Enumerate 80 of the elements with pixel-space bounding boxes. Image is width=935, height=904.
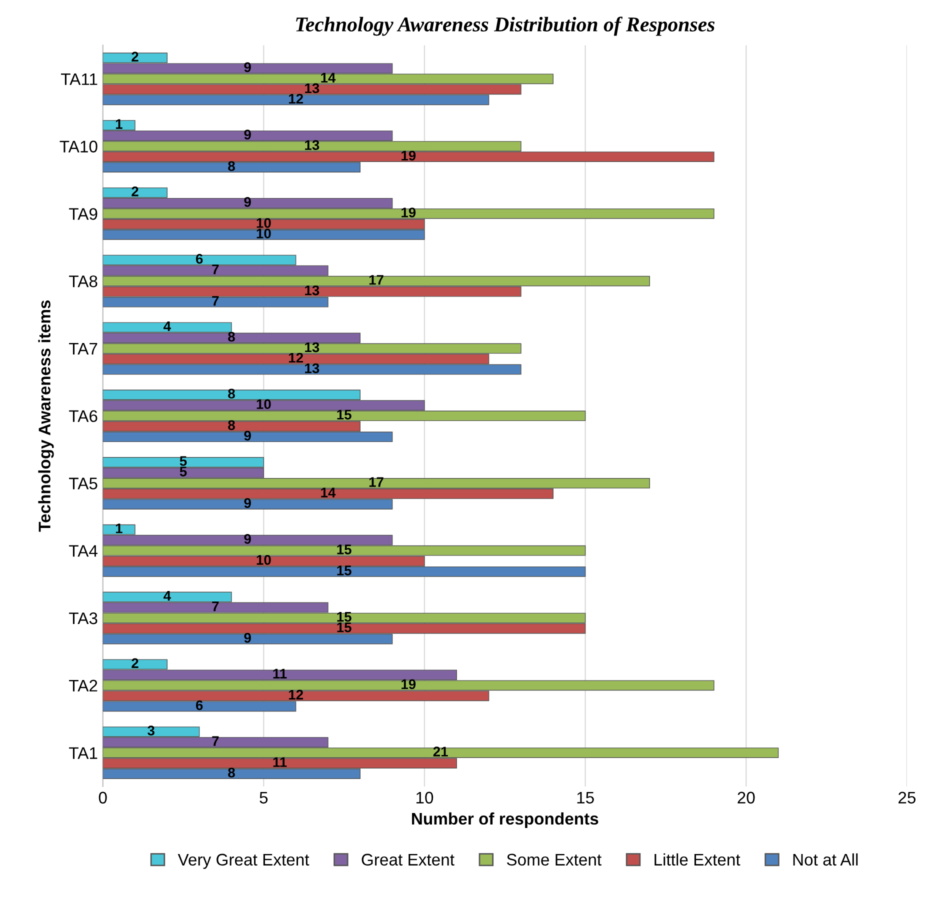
data-label: 12 bbox=[288, 352, 304, 363]
data-label: 21 bbox=[433, 746, 448, 756]
data-label: 11 bbox=[273, 757, 287, 767]
data-label: 7 bbox=[212, 264, 219, 274]
chart-title: Technology Awareness Distribution of Responses bbox=[296, 16, 715, 36]
y-tick-label: TA1 bbox=[69, 747, 98, 759]
data-label: 2 bbox=[132, 52, 138, 62]
legend-label: Some Extent bbox=[506, 854, 602, 866]
data-label: 10 bbox=[256, 228, 271, 238]
data-label: 17 bbox=[369, 477, 384, 487]
data-label: 9 bbox=[244, 197, 251, 207]
data-label: 17 bbox=[369, 275, 384, 285]
data-label: 7 bbox=[212, 602, 219, 612]
y-tick-label: TA7 bbox=[69, 343, 98, 354]
data-label: 8 bbox=[228, 161, 235, 172]
data-label: 19 bbox=[402, 150, 416, 161]
data-label: 9 bbox=[244, 534, 251, 544]
data-label: 2 bbox=[132, 658, 138, 668]
data-label: 10 bbox=[256, 555, 271, 565]
data-label: 7 bbox=[212, 736, 219, 746]
legend-label: Very Great Extent bbox=[178, 854, 310, 869]
y-tick-label: TA4 bbox=[69, 545, 98, 557]
data-label: 13 bbox=[305, 342, 320, 352]
data-label: 19 bbox=[402, 679, 416, 690]
y-tick-label: TA10 bbox=[60, 140, 98, 152]
data-label: 8 bbox=[228, 420, 235, 430]
data-label: 9 bbox=[244, 632, 251, 643]
y-tick-label: TA3 bbox=[69, 612, 98, 624]
data-label: 14 bbox=[321, 488, 336, 498]
data-label: 13 bbox=[305, 363, 320, 374]
data-label: 12 bbox=[288, 94, 304, 104]
data-label: 13 bbox=[305, 83, 320, 94]
data-label: 9 bbox=[244, 62, 251, 72]
legend-label: Great Extent bbox=[362, 854, 454, 866]
data-label: 10 bbox=[256, 399, 271, 410]
data-label: 7 bbox=[212, 296, 219, 306]
data-label: 5 bbox=[180, 466, 187, 476]
data-label: 15 bbox=[337, 612, 352, 622]
data-label: 2 bbox=[132, 186, 138, 196]
data-label: 5 bbox=[180, 456, 187, 466]
data-label: 1 bbox=[116, 119, 122, 129]
x-tick-label: 0 bbox=[98, 792, 107, 804]
data-label: 4 bbox=[164, 591, 171, 601]
y-tick-label: TA6 bbox=[69, 410, 98, 422]
data-label: 9 bbox=[244, 430, 251, 441]
data-label: 15 bbox=[337, 410, 352, 420]
y-tick-label: TA5 bbox=[69, 478, 98, 490]
x-tick-label: 15 bbox=[577, 792, 594, 804]
y-tick-label: TA9 bbox=[69, 208, 98, 220]
y-tick-label: TA8 bbox=[69, 275, 98, 288]
data-label: 14 bbox=[321, 72, 336, 82]
x-tick-label: 10 bbox=[416, 792, 434, 804]
data-label: 12 bbox=[288, 690, 304, 700]
data-label: 6 bbox=[196, 254, 203, 264]
data-label: 15 bbox=[337, 544, 352, 554]
data-label: 15 bbox=[337, 622, 352, 632]
data-label: 19 bbox=[402, 208, 416, 218]
x-axis-title: Number of respondents bbox=[412, 812, 598, 828]
legend-label: Little Extent bbox=[654, 853, 740, 866]
x-tick-label: 25 bbox=[898, 792, 916, 804]
x-tick-label: 5 bbox=[260, 792, 268, 804]
data-label: 11 bbox=[273, 668, 287, 678]
data-label: 8 bbox=[228, 332, 235, 342]
data-label: 4 bbox=[164, 321, 171, 332]
data-label: 1 bbox=[116, 524, 122, 534]
data-label: 9 bbox=[244, 498, 251, 508]
data-label: 13 bbox=[305, 140, 320, 150]
data-label: 6 bbox=[196, 700, 203, 710]
y-tick-label: TA2 bbox=[69, 680, 98, 692]
x-tick-label: 20 bbox=[738, 792, 755, 804]
data-label: 10 bbox=[256, 218, 271, 228]
data-label: 9 bbox=[244, 130, 251, 140]
legend-label: Not at All bbox=[793, 853, 858, 866]
data-label: 8 bbox=[228, 388, 235, 399]
y-tick-label: TA11 bbox=[60, 73, 98, 85]
y-axis-title: Technology Awareness items bbox=[38, 300, 54, 532]
data-label: 3 bbox=[148, 726, 154, 736]
data-label: 15 bbox=[337, 566, 352, 576]
data-label: 8 bbox=[228, 768, 235, 778]
data-label: 13 bbox=[305, 285, 320, 296]
